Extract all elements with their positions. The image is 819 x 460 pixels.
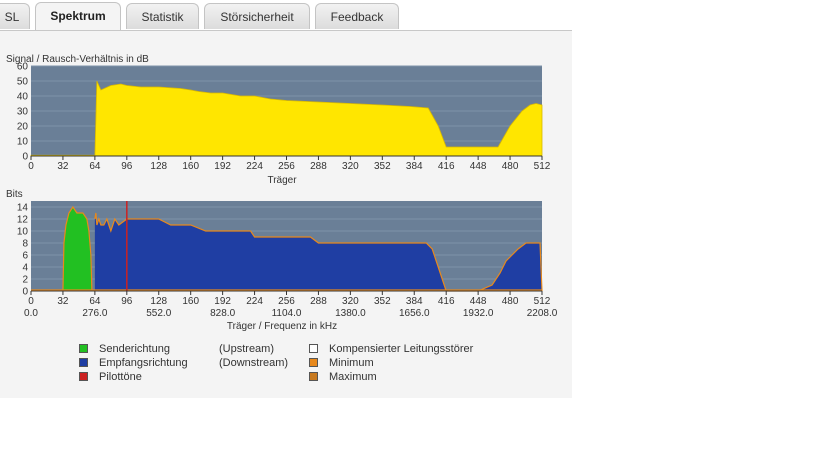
snr-x-tick-label: 224	[246, 161, 263, 172]
legend-downstream-swatch	[79, 358, 88, 367]
snr-y-tick-label: 20	[17, 122, 29, 133]
snr-chart: 0 10 20 30 40 50 60 0 32 64 96 128 160 192 224 256 288 32…	[17, 62, 551, 173]
bits-y-tick-label: 0	[22, 287, 28, 298]
bits-y-tick-label: 4	[22, 263, 28, 274]
snr-y-tick-label: 50	[17, 77, 29, 88]
snr-x-tick-label: 32	[57, 161, 69, 172]
tab-bar: SL Spektrum Statistik Störsicherheit Fee…	[0, 0, 572, 31]
legend-upstream-label: Senderichtung	[99, 343, 170, 355]
snr-x-tick-label: 192	[214, 161, 231, 172]
bits-x-tick-label: 416	[438, 296, 455, 307]
legend-maximum-label: Maximum	[329, 371, 377, 383]
snr-x-tick-label: 288	[310, 161, 327, 172]
tab-dsl[interactable]: SL	[0, 3, 30, 29]
legend-upstream-note: (Upstream)	[219, 343, 275, 355]
bits-upstream-area	[62, 207, 92, 291]
legend-compensated-label: Kompensierter Leitungsstörer	[329, 343, 474, 355]
legend-pilot-label: Pilottöne	[99, 371, 142, 383]
snr-x-tick-label: 320	[342, 161, 359, 172]
bits-freq-tick-label: 552.0	[146, 308, 171, 319]
bits-x-tick-label: 320	[342, 296, 359, 307]
bits-freq-tick-label: 0.0	[24, 308, 38, 319]
snr-chart-title: Signal / Rausch-Verhältnis in dB	[6, 54, 149, 65]
bits-freq-tick-label: 1104.0	[272, 308, 302, 319]
legend-minimum-label: Minimum	[329, 357, 374, 369]
bits-x-tick-label: 224	[246, 296, 263, 307]
bits-y-tick-label: 8	[22, 239, 28, 250]
bits-freq-tick-label: 1932.0	[463, 308, 494, 319]
bits-x-tick-label: 256	[278, 296, 295, 307]
bits-x-axis-label: Träger / Frequenz in kHz	[227, 321, 337, 332]
snr-area	[30, 80, 543, 157]
legend-downstream-note: (Downstream)	[219, 357, 289, 369]
tab-statistik[interactable]: Statistik	[126, 3, 199, 29]
bits-x-tick-label: 160	[182, 296, 199, 307]
tab-feedback[interactable]: Feedback	[315, 3, 399, 29]
snr-x-tick-label: 64	[89, 161, 101, 172]
snr-x-tick-label: 160	[182, 161, 199, 172]
tab-stoersicherheit[interactable]: Störsicherheit	[204, 3, 310, 29]
spectrum-panel: SL Spektrum Statistik Störsicherheit Fee…	[0, 0, 572, 398]
bits-freq-tick-label: 2208.0	[527, 308, 558, 319]
bits-x-tick-label: 384	[406, 296, 423, 307]
snr-x-tick-label: 256	[278, 161, 295, 172]
legend-compensated-swatch	[309, 344, 318, 353]
legend-upstream-swatch	[79, 344, 88, 353]
bits-downstream-outline	[94, 212, 543, 292]
bits-freq-tick-label: 1656.0	[399, 308, 430, 319]
bits-x-tick-label: 32	[57, 296, 69, 307]
snr-x-tick-label: 416	[438, 161, 455, 172]
bits-freq-tick-label: 828.0	[210, 308, 235, 319]
snr-y-tick-label: 30	[17, 107, 29, 118]
bits-x-tick-label: 448	[470, 296, 487, 307]
bits-x-tick-label: 128	[150, 296, 167, 307]
bits-freq-tick-label: 1380.0	[335, 308, 366, 319]
bits-y-tick-label: 12	[17, 215, 29, 226]
legend-downstream-label: Empfangsrichtung	[99, 357, 188, 369]
snr-y-tick-label: 60	[17, 62, 29, 73]
bits-upstream-outline	[62, 205, 93, 292]
bits-freq-tick-label: 276.0	[82, 308, 107, 319]
bits-chart-title: Bits	[6, 189, 23, 200]
snr-x-tick-label: 448	[470, 161, 487, 172]
bits-x-tick-label: 512	[534, 296, 551, 307]
snr-y-tick-label: 10	[17, 137, 29, 148]
bits-y-tick-label: 10	[17, 227, 29, 238]
bits-x-tick-label: 64	[89, 296, 101, 307]
snr-y-tick-label: 0	[22, 152, 28, 163]
legend-pilot-swatch	[79, 372, 88, 381]
charts-area: Signal / Rausch-Verhältnis in dB Träger …	[0, 30, 572, 360]
bits-downstream-area	[94, 213, 542, 291]
bits-x-tick-label: 288	[310, 296, 327, 307]
snr-x-tick-label: 384	[406, 161, 423, 172]
snr-x-tick-label: 512	[534, 161, 551, 172]
bits-x-tick-label: 352	[374, 296, 391, 307]
snr-x-tick-label: 352	[374, 161, 391, 172]
tab-spektrum[interactable]: Spektrum	[35, 2, 121, 30]
snr-y-tick-label: 40	[17, 92, 29, 103]
spectrum-charts: Signal / Rausch-Verhältnis in dB Träger …	[6, 54, 558, 332]
bits-x-tick-label: 480	[502, 296, 519, 307]
snr-x-tick-label: 480	[502, 161, 519, 172]
legend-minimum-swatch	[309, 358, 318, 367]
snr-x-tick-label: 96	[121, 161, 133, 172]
legend-maximum-swatch	[309, 372, 318, 381]
bits-x-tick-label: 96	[121, 296, 133, 307]
snr-x-axis-label: Träger	[267, 175, 297, 186]
bits-y-tick-label: 6	[22, 251, 28, 262]
snr-x-tick-label: 128	[150, 161, 167, 172]
bits-y-tick-label: 2	[22, 275, 28, 286]
bits-x-tick-label: 0	[28, 296, 34, 307]
bits-y-tick-label: 14	[17, 203, 29, 214]
legend: Senderichtung (Upstream) Empfangsrichtun…	[0, 338, 572, 388]
bits-x-tick-label: 192	[214, 296, 231, 307]
snr-x-tick-label: 0	[28, 161, 34, 172]
